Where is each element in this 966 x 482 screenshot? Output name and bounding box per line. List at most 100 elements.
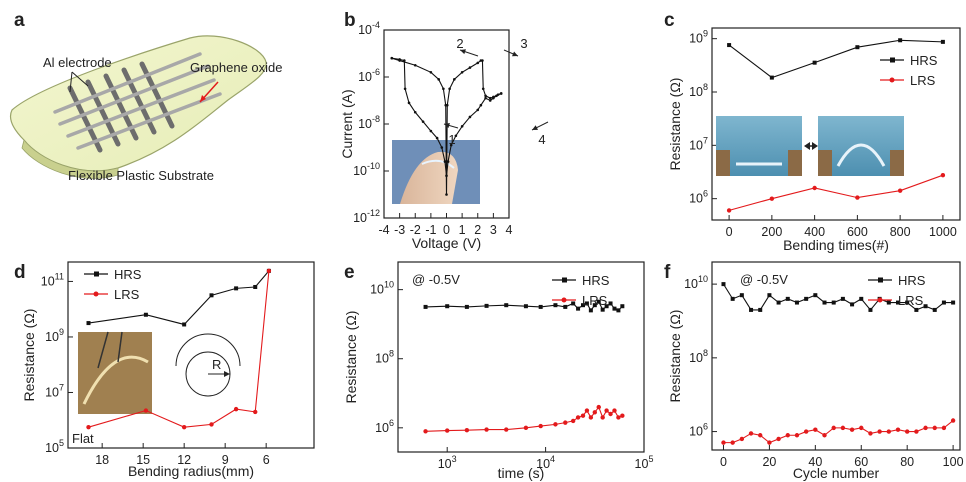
x-axis-label: Voltage (V): [412, 235, 481, 251]
sweep-number: 4: [538, 132, 545, 147]
x-tick-label: 600: [847, 225, 868, 239]
y-tick-label: 10-10: [353, 161, 380, 178]
data-point: [253, 284, 258, 289]
data-point: [421, 120, 425, 123]
data-point: [488, 96, 492, 100]
data-point: [571, 301, 576, 306]
y-tick-label: 107: [689, 135, 708, 152]
data-point: [523, 304, 528, 309]
data-point: [758, 307, 763, 312]
data-point: [803, 429, 809, 434]
data-point: [769, 75, 774, 80]
x-tick-label: 3: [490, 223, 497, 237]
data-point: [464, 304, 469, 309]
data-point: [767, 293, 772, 298]
data-point: [86, 424, 91, 430]
inset-bent-substrate: [82, 355, 149, 405]
x-tick-label: 0: [726, 225, 733, 239]
data-point: [403, 87, 407, 91]
data-point: [923, 304, 928, 309]
data-point: [620, 413, 625, 418]
flat-label: Flat: [72, 431, 94, 446]
inset-clamp-right: [788, 150, 802, 176]
x-tick-label: 9: [222, 453, 229, 467]
x-tick-label: -1: [425, 223, 436, 237]
data-point: [440, 146, 444, 149]
data-point: [941, 425, 947, 431]
data-point: [479, 103, 483, 107]
data-point: [831, 300, 836, 305]
y-tick-label: 106: [375, 418, 394, 435]
x-tick-label: 40: [808, 455, 822, 469]
data-point: [896, 300, 900, 305]
sweep-arrowhead: [532, 125, 538, 130]
substrate-edge: [21, 139, 119, 179]
y-tick-label: 1010: [684, 274, 708, 291]
series-line-hrs: [728, 39, 943, 79]
data-point: [460, 125, 464, 128]
inset-photo-flat: [716, 116, 802, 176]
data-point: [563, 304, 568, 309]
data-point: [769, 196, 775, 201]
data-point: [448, 87, 451, 91]
data-point: [484, 427, 489, 432]
data-point: [904, 429, 910, 434]
data-point: [182, 322, 187, 327]
series-line-curve: [391, 57, 502, 195]
legend-label-lrs: LRS: [898, 293, 924, 308]
panel-letter: c: [664, 10, 675, 31]
chart-d: d 18 15 12 9 6 105 107 109 1011 Bending radius(mm)…: [14, 261, 315, 479]
data-point: [464, 428, 470, 433]
data-point: [940, 173, 946, 178]
data-point: [266, 268, 272, 274]
condition-label: @ -0.5V: [412, 272, 460, 287]
x-axis-label: Bending radius(mm): [128, 463, 254, 479]
radius-label: R: [212, 357, 221, 372]
x-tick-label: 4: [506, 223, 513, 237]
y-axis-label: Resistance (Ω): [343, 311, 359, 404]
data-point: [429, 129, 433, 133]
x-tick-label: 6: [263, 453, 270, 467]
data-point: [941, 300, 946, 305]
series-line-lrs: [723, 420, 954, 444]
data-point: [413, 110, 417, 114]
y-tick-label: 109: [689, 29, 708, 46]
x-tick-label: 400: [804, 225, 825, 239]
data-point: [429, 71, 433, 74]
data-point: [604, 408, 609, 413]
x-axis-label: Bending times(#): [783, 237, 889, 253]
series-line-lrs: [728, 174, 944, 211]
data-point: [143, 408, 149, 413]
x-tick-label: 60: [854, 455, 868, 469]
data-point: [831, 425, 836, 431]
y-axis-label: Resistance (Ω): [21, 309, 37, 402]
data-point: [616, 308, 621, 313]
data-point: [588, 308, 593, 313]
data-point: [813, 293, 818, 298]
x-tick-label: 1: [459, 223, 466, 237]
y-tick-label: 105: [45, 438, 64, 455]
data-point: [538, 304, 543, 309]
y-tick-label: 108: [375, 349, 394, 366]
data-point: [812, 185, 817, 191]
legend-marker: [877, 297, 883, 303]
y-axis-label: Current (A): [339, 89, 355, 158]
legend-marker: [889, 77, 895, 83]
x-tick-label: 103: [438, 454, 457, 471]
x-tick-label: -3: [394, 223, 405, 237]
data-point: [580, 413, 586, 418]
data-point: [253, 409, 258, 415]
sweep-arrowhead: [512, 51, 518, 57]
data-point: [496, 93, 500, 96]
x-tick-label: 12: [177, 453, 191, 467]
sweep-number: 3: [520, 36, 527, 51]
y-tick-label: 10-12: [353, 208, 380, 225]
data-point: [446, 160, 450, 163]
data-point: [143, 312, 148, 317]
x-tick-label: 18: [95, 453, 109, 467]
inset-arrowhead-left: [804, 142, 810, 150]
data-point: [600, 415, 605, 420]
data-point: [850, 302, 855, 307]
y-axis-label: Resistance (Ω): [667, 78, 683, 171]
data-point: [499, 92, 503, 95]
